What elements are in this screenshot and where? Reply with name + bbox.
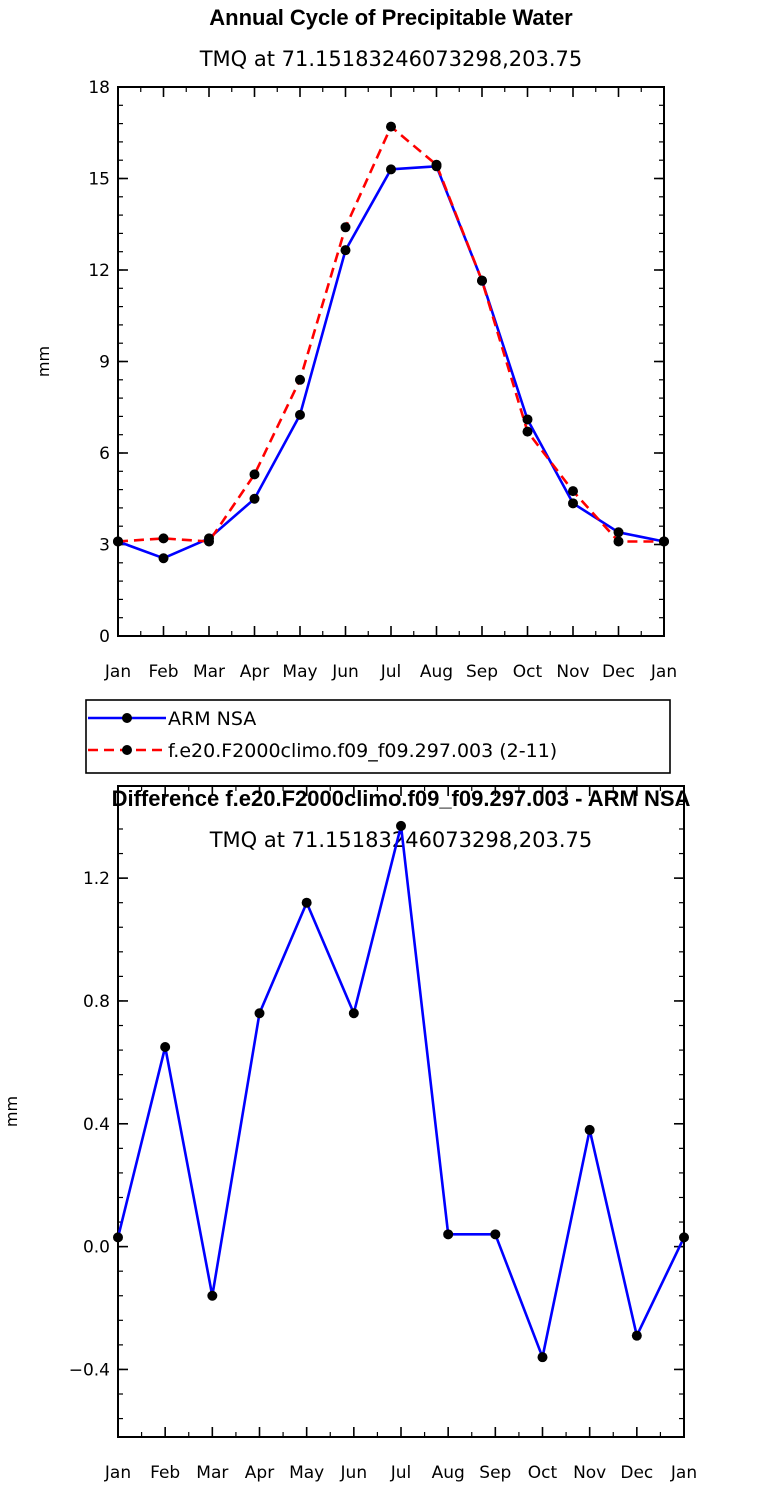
data-point — [431, 159, 442, 170]
data-point — [158, 533, 169, 544]
data-point — [254, 1008, 265, 1019]
x-tick-label: Nov — [556, 662, 589, 682]
chart-subtitle: TMQ at 71.15183246073298,203.75 — [199, 47, 583, 71]
y-axis-label: mm — [2, 1096, 21, 1127]
x-tick-label: Aug — [432, 1463, 465, 1483]
x-tick-label: Jan — [104, 662, 131, 682]
data-point — [113, 1232, 123, 1243]
x-tick-label: Oct — [513, 662, 543, 682]
x-tick-label: Jan — [104, 1463, 131, 1483]
y-axis-label: mm — [34, 346, 53, 377]
legend: ARM NSA f.e20.F2000climo.f09_f09.297.003 … — [85, 699, 671, 774]
data-point — [249, 493, 260, 504]
chart-1: Annual Cycle of Precipitable Water TMQ at… — [34, 5, 677, 774]
chart-title: Annual Cycle of Precipitable Water — [209, 5, 573, 30]
x-tick-label: Dec — [602, 662, 635, 682]
data-point — [158, 553, 169, 564]
data-point — [386, 164, 396, 175]
plot-frame — [117, 785, 685, 1438]
x-tick-label: Sep — [479, 1463, 511, 1483]
x-tick-label: Feb — [150, 1463, 180, 1483]
y-tick-label: −0.4 — [69, 1360, 110, 1380]
data-point — [613, 536, 624, 547]
x-tick-label: Apr — [240, 662, 269, 682]
x-tick-label: Mar — [193, 662, 225, 682]
series-line-1 — [117, 165, 665, 560]
data-point — [160, 1042, 171, 1053]
data-point — [477, 275, 487, 286]
data-point — [396, 820, 406, 831]
legend-marker — [122, 713, 132, 723]
y-tick-label: 3 — [99, 536, 110, 556]
data-point — [522, 426, 533, 437]
legend-label: f.e20.F2000climo.f09_f09.297.003 (2-11) — [168, 740, 557, 762]
x-tick-label: Dec — [620, 1463, 653, 1483]
data-point — [659, 536, 669, 547]
y-tick-label: 0 — [99, 627, 110, 647]
x-tick-label: May — [282, 662, 317, 682]
data-point — [204, 536, 214, 547]
series-line-2 — [117, 125, 664, 543]
data-point — [295, 374, 305, 385]
data-point — [613, 527, 624, 538]
x-tick-label: May — [289, 1463, 324, 1483]
data-point — [537, 1352, 548, 1363]
x-tick-label: Mar — [196, 1463, 228, 1483]
x-tick-label: Jan — [670, 1463, 697, 1483]
x-tick-label: Oct — [528, 1463, 558, 1483]
data-point — [207, 1290, 218, 1301]
legend-marker — [122, 745, 132, 755]
x-tick-label: Feb — [148, 662, 178, 682]
x-tick-label: Jun — [340, 1463, 368, 1483]
y-tick-label: 1.2 — [83, 869, 110, 889]
series-line-1 — [116, 824, 686, 1359]
data-point — [490, 1229, 501, 1240]
data-point — [679, 1232, 689, 1243]
chart-2: Difference f.e20.F2000climo.f09_f09.297.… — [2, 785, 697, 1483]
legend-box — [85, 699, 671, 774]
x-tick-label: Nov — [573, 1463, 606, 1483]
y-tick-label: 15 — [88, 170, 110, 190]
y-tick-label: 6 — [99, 444, 110, 464]
data-point — [301, 897, 312, 908]
data-point — [113, 536, 123, 547]
x-tick-label: Jun — [331, 662, 359, 682]
data-point — [348, 1008, 359, 1019]
x-tick-label: Sep — [466, 662, 498, 682]
x-tick-label: Aug — [420, 662, 453, 682]
x-tick-label: Jan — [650, 662, 677, 682]
data-point — [340, 222, 351, 233]
data-point — [249, 469, 260, 480]
data-point — [386, 121, 396, 132]
y-tick-label: 12 — [88, 261, 110, 281]
x-tick-label: Jul — [390, 1463, 412, 1483]
data-point — [568, 498, 578, 509]
x-tick-label: Jul — [380, 662, 402, 682]
y-tick-label: 9 — [99, 353, 110, 373]
data-point — [443, 1229, 454, 1240]
x-tick-label: Apr — [245, 1463, 274, 1483]
y-tick-label: 0.8 — [83, 992, 110, 1012]
data-point — [340, 245, 351, 256]
data-point — [522, 414, 533, 425]
data-point — [631, 1330, 642, 1341]
data-point — [568, 486, 578, 497]
y-tick-label: 18 — [88, 78, 110, 98]
data-point — [295, 409, 305, 420]
y-tick-label: 0.4 — [83, 1115, 110, 1135]
legend-label: ARM NSA — [168, 708, 256, 730]
y-tick-label: 0.0 — [83, 1238, 110, 1258]
data-point — [584, 1124, 595, 1135]
